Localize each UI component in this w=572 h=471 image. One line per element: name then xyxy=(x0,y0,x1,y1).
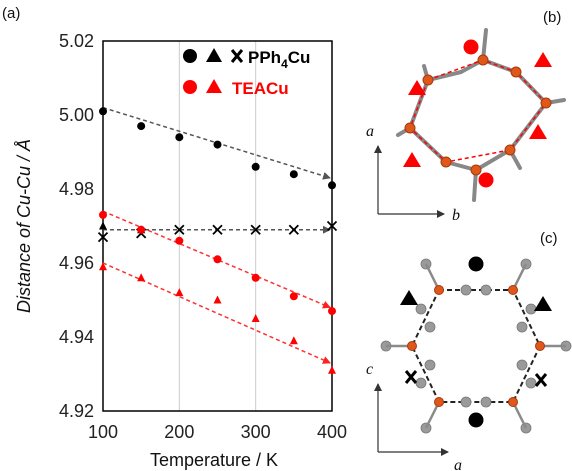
c-guest-cross-right xyxy=(534,373,548,387)
point-red-circle xyxy=(289,292,298,301)
y-tick-label: 5.02 xyxy=(59,31,94,51)
x-tick-label: 200 xyxy=(164,422,194,442)
y-tick-label: 4.94 xyxy=(59,327,94,347)
point-red-triangle xyxy=(137,273,146,282)
panel-label-c: (c) xyxy=(540,230,558,247)
point-black-cross xyxy=(97,231,109,243)
point-black-cross xyxy=(174,224,185,235)
c-guest-triangle-right xyxy=(534,296,552,311)
c-vertical-axis-label: c xyxy=(366,361,373,378)
point-red-triangle xyxy=(175,288,184,297)
point-red-triangle xyxy=(213,295,222,304)
b-horizontal-axis-label: b xyxy=(452,207,460,224)
legend-tea-circle-marker xyxy=(183,80,197,94)
data-marks xyxy=(97,107,338,374)
point-black-circle xyxy=(99,107,107,116)
x-axis-title: Temperature / K xyxy=(150,450,278,470)
trend-arrow-1 xyxy=(102,106,331,180)
point-red-circle xyxy=(175,236,184,245)
b-cu-cu-dashes xyxy=(409,59,547,163)
y-tick-label: 4.98 xyxy=(59,179,94,199)
point-red-circle xyxy=(328,307,336,316)
legend-pph4-cross-marker xyxy=(230,49,244,63)
point-black-circle xyxy=(175,133,184,142)
x-tick-label: 100 xyxy=(88,422,118,442)
c-framework-dashes xyxy=(410,289,542,403)
y-tick-label: 5.00 xyxy=(59,105,94,125)
b-copper-atoms xyxy=(404,54,552,176)
b-guest-triangle-2 xyxy=(534,52,552,67)
legend-pph4-suffix: Cu xyxy=(288,48,311,67)
c-guest-triangle-left xyxy=(400,290,418,305)
x-tick-label: 300 xyxy=(241,422,271,442)
legend-pph4-subscript: 4 xyxy=(281,57,288,71)
point-black-triangle xyxy=(99,221,107,230)
point-red-triangle xyxy=(99,262,107,271)
b-guest-triangle-1 xyxy=(408,80,426,95)
b-guest-circle-bottom xyxy=(478,172,494,188)
c-guest-circle-bottom xyxy=(468,412,484,428)
c-guest-cross-left xyxy=(404,370,418,384)
point-black-circle xyxy=(213,140,222,149)
legend-pph4-name: PPh xyxy=(248,48,281,67)
point-black-cross xyxy=(288,224,299,235)
y-tick-label: 4.96 xyxy=(59,253,94,273)
b-guest-circle-top xyxy=(463,39,479,55)
point-red-circle xyxy=(251,273,260,282)
legend-tea-triangle-marker xyxy=(206,79,222,93)
point-black-circle xyxy=(289,170,298,179)
legend-pph4-label: PPh4Cu xyxy=(248,48,310,71)
y-axis-title: Distance of Cu-Cu / Å xyxy=(14,139,34,313)
trend-arrow-3 xyxy=(102,210,331,309)
trend-arrow-4 xyxy=(102,262,331,364)
legend-tea-label: TEACu xyxy=(232,79,289,98)
panel-label-a: (a) xyxy=(2,5,20,22)
structure-diagram-b: a b xyxy=(366,28,566,224)
point-black-circle xyxy=(328,181,336,190)
legend-pph4-circle-marker xyxy=(183,49,197,63)
b-guest-triangle-3 xyxy=(529,124,547,139)
point-red-circle xyxy=(213,255,222,264)
structure-diagram-c: c a xyxy=(366,256,572,471)
point-black-cross xyxy=(326,220,338,232)
c-horizontal-axis-label: a xyxy=(454,457,462,471)
y-tick-label: 4.92 xyxy=(59,401,94,421)
chart-area: 4.92 4.94 4.96 4.98 5.00 5.02 100 200 300 400 xyxy=(59,31,347,442)
x-tick-labels: 100 200 300 400 xyxy=(88,422,347,442)
c-guest-circle-top xyxy=(468,256,484,272)
legend: PPh4Cu TEACu xyxy=(183,48,310,98)
point-red-triangle xyxy=(328,365,336,374)
point-red-circle xyxy=(137,225,146,234)
c-copper-atoms xyxy=(407,285,545,407)
point-black-circle xyxy=(251,162,260,171)
panel-label-b: (b) xyxy=(543,9,561,26)
point-red-triangle xyxy=(289,336,298,345)
point-red-circle xyxy=(99,210,107,219)
b-guest-triangle-4 xyxy=(403,152,421,167)
x-tick-label: 400 xyxy=(317,422,347,442)
gridlines xyxy=(178,41,257,411)
point-black-cross xyxy=(250,224,261,235)
point-black-cross xyxy=(212,224,223,235)
y-tick-labels: 4.92 4.94 4.96 4.98 5.00 5.02 xyxy=(59,31,94,421)
point-black-circle xyxy=(137,122,146,131)
point-red-triangle xyxy=(251,314,260,322)
b-vertical-axis-label: a xyxy=(366,123,374,140)
legend-pph4-triangle-marker xyxy=(206,48,222,62)
